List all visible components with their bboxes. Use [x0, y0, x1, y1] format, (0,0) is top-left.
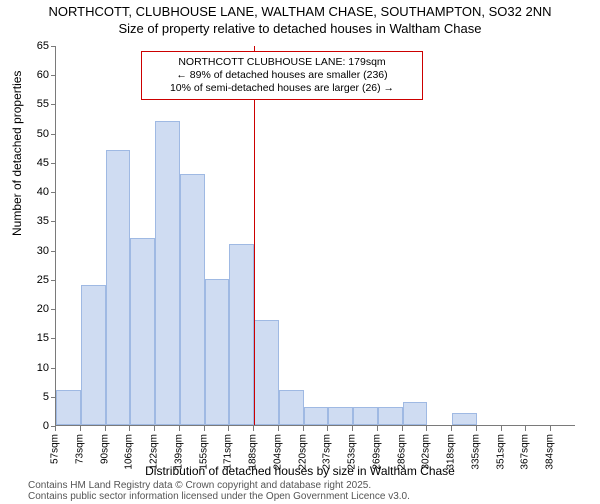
x-tick-mark: [204, 426, 205, 431]
histogram-bar: [403, 402, 428, 425]
y-tick-label: 30: [37, 245, 49, 257]
y-tick-mark: [51, 280, 56, 281]
y-tick-label: 5: [43, 391, 49, 403]
histogram-bar: [254, 320, 279, 425]
footer-line-1: Contains HM Land Registry data © Crown c…: [28, 480, 410, 491]
histogram-bar: [279, 390, 304, 425]
y-tick-label: 50: [37, 128, 49, 140]
y-tick-mark: [51, 134, 56, 135]
y-tick-label: 45: [37, 157, 49, 169]
x-tick-mark: [228, 426, 229, 431]
x-tick-mark: [525, 426, 526, 431]
y-tick-labels: 05101520253035404550556065: [25, 46, 53, 426]
x-tick-mark: [278, 426, 279, 431]
x-tick-mark: [105, 426, 106, 431]
histogram-bar: [229, 244, 254, 425]
x-tick-mark: [179, 426, 180, 431]
y-tick-label: 10: [37, 362, 49, 374]
x-tick-mark: [352, 426, 353, 431]
x-tick-mark: [154, 426, 155, 431]
y-tick-label: 35: [37, 215, 49, 227]
y-tick-label: 60: [37, 69, 49, 81]
annotation-line: 10% of semi-detached houses are larger (…: [148, 82, 416, 95]
histogram-bar: [205, 279, 230, 425]
y-tick-label: 65: [37, 40, 49, 52]
histogram-bar: [378, 407, 403, 425]
annotation-line: ← 89% of detached houses are smaller (23…: [148, 69, 416, 82]
x-tick-label: 73sqm: [74, 434, 85, 464]
y-tick-mark: [51, 192, 56, 193]
histogram-bar: [180, 174, 205, 425]
y-tick-label: 25: [37, 274, 49, 286]
histogram-bar: [452, 413, 477, 425]
x-tick-labels: 57sqm73sqm90sqm106sqm122sqm139sqm155sqm1…: [55, 426, 575, 464]
x-tick-mark: [476, 426, 477, 431]
y-tick-mark: [51, 338, 56, 339]
x-tick-mark: [129, 426, 130, 431]
x-tick-mark: [550, 426, 551, 431]
x-tick-label: 90sqm: [99, 434, 110, 464]
x-tick-mark: [80, 426, 81, 431]
footer-line-2: Contains public sector information licen…: [28, 491, 410, 502]
attribution-footer: Contains HM Land Registry data © Crown c…: [28, 480, 410, 502]
x-tick-mark: [426, 426, 427, 431]
y-tick-mark: [51, 104, 56, 105]
x-tick-mark: [377, 426, 378, 431]
x-tick-mark: [451, 426, 452, 431]
y-tick-label: 20: [37, 303, 49, 315]
annotation-box: NORTHCOTT CLUBHOUSE LANE: 179sqm← 89% of…: [141, 51, 423, 100]
y-tick-label: 15: [37, 332, 49, 344]
y-tick-mark: [51, 251, 56, 252]
reference-line: [254, 46, 255, 425]
y-tick-label: 40: [37, 186, 49, 198]
title-line-2: Size of property relative to detached ho…: [0, 21, 600, 36]
x-tick-mark: [253, 426, 254, 431]
y-tick-mark: [51, 46, 56, 47]
histogram-bar: [56, 390, 81, 425]
chart-area: NORTHCOTT CLUBHOUSE LANE: 179sqm← 89% of…: [55, 46, 575, 426]
y-tick-mark: [51, 75, 56, 76]
title-line-1: NORTHCOTT, CLUBHOUSE LANE, WALTHAM CHASE…: [0, 4, 600, 19]
plot-area: NORTHCOTT CLUBHOUSE LANE: 179sqm← 89% of…: [55, 46, 575, 426]
x-tick-label: 57sqm: [50, 434, 61, 464]
y-tick-label: 55: [37, 98, 49, 110]
y-axis-label: Number of detached properties: [10, 71, 24, 236]
histogram-bar: [328, 407, 353, 425]
histogram-bar: [155, 121, 180, 425]
x-tick-mark: [327, 426, 328, 431]
annotation-line: NORTHCOTT CLUBHOUSE LANE: 179sqm: [148, 56, 416, 69]
histogram-bar: [353, 407, 378, 425]
x-tick-mark: [303, 426, 304, 431]
y-tick-mark: [51, 368, 56, 369]
histogram-bar: [81, 285, 106, 425]
x-tick-mark: [402, 426, 403, 431]
x-tick-mark: [501, 426, 502, 431]
histogram-bar: [130, 238, 155, 425]
histogram-bar: [106, 150, 131, 425]
y-tick-label: 0: [43, 420, 49, 432]
y-tick-mark: [51, 309, 56, 310]
x-tick-mark: [55, 426, 56, 431]
x-axis-label: Distribution of detached houses by size …: [0, 464, 600, 478]
y-tick-mark: [51, 163, 56, 164]
y-tick-mark: [51, 221, 56, 222]
histogram-bar: [304, 407, 329, 425]
